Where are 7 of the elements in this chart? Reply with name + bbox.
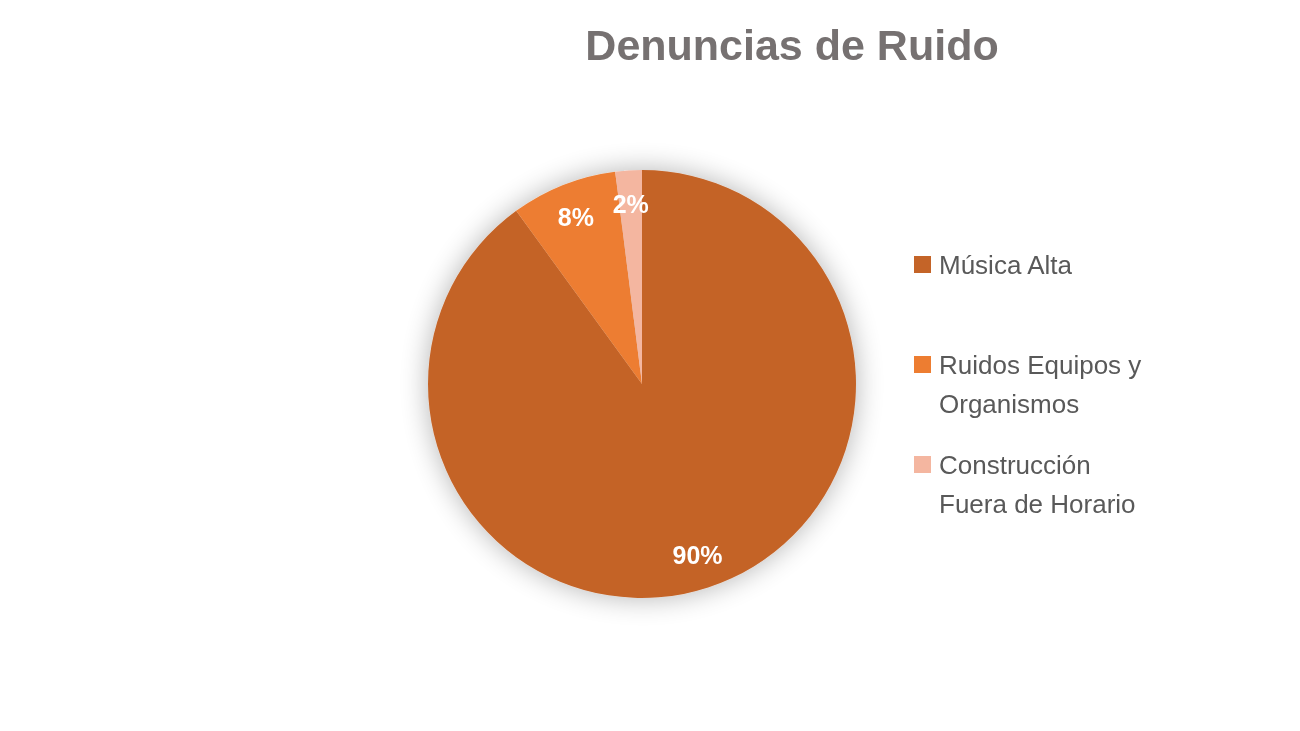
legend-label: Ruidos Equipos y Organismos xyxy=(939,350,1142,420)
data-label: 8% xyxy=(557,202,594,231)
chart-title: Denuncias de Ruido xyxy=(585,21,999,69)
pie-slice xyxy=(428,170,856,598)
data-label: 90% xyxy=(672,540,723,569)
legend-label: Música Alta xyxy=(939,250,1073,281)
legend-label: Construcción Fuera de Horario xyxy=(939,450,1136,520)
